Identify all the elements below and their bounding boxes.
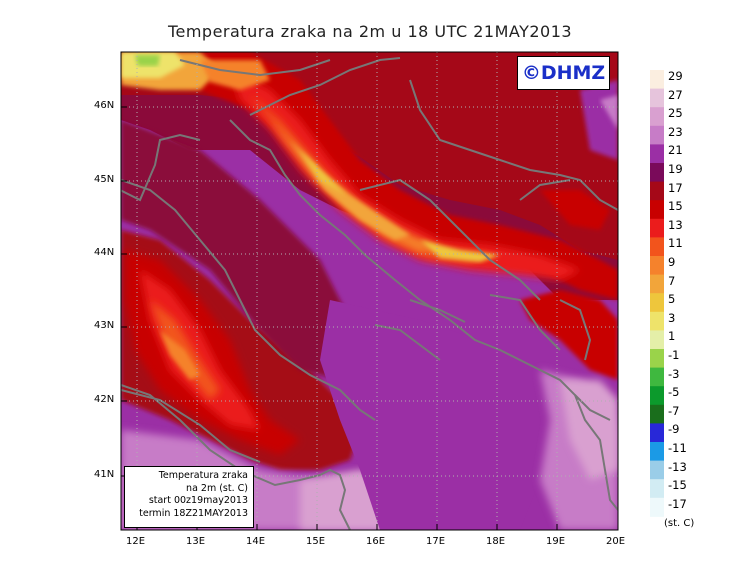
legend-label: 11 xyxy=(668,236,683,251)
legend-swatch xyxy=(650,311,664,331)
legend-swatch xyxy=(650,163,664,183)
legend-label: -15 xyxy=(668,478,687,493)
legend-swatch xyxy=(650,423,664,443)
info-line-3: start 00z19may2013 xyxy=(148,495,248,506)
legend-label: -5 xyxy=(668,385,680,400)
info-line-4: termin 18Z21MAY2013 xyxy=(139,507,248,519)
legend-label: -13 xyxy=(668,459,687,474)
map-title: Temperatura zraka na 2m u 18 UTC 21MAY20… xyxy=(167,22,573,41)
legend-swatch xyxy=(650,107,664,127)
legend-label: -7 xyxy=(668,403,680,418)
legend-swatch xyxy=(650,88,664,108)
legend-swatch xyxy=(650,497,664,517)
legend-label: 25 xyxy=(668,106,683,121)
lat-label-43n: 43N xyxy=(94,320,115,331)
legend-swatch xyxy=(650,200,664,220)
legend-label: 17 xyxy=(668,180,683,195)
lat-label-41n: 41N xyxy=(94,469,115,480)
lat-label-44n: 44N xyxy=(94,247,115,258)
legend-colorbar xyxy=(650,70,664,517)
legend-swatch xyxy=(650,386,664,406)
info-line-2: na 2m (st. C) xyxy=(186,482,248,494)
lat-label-42n: 42N xyxy=(94,394,115,405)
legend-label: 5 xyxy=(668,292,676,307)
lat-lon-grid xyxy=(121,52,618,530)
legend-label: -9 xyxy=(668,422,680,437)
coastlines xyxy=(121,57,618,530)
legend-swatch xyxy=(650,479,664,499)
legend-swatch xyxy=(650,367,664,387)
info-line-1: Temperatura zraka xyxy=(158,470,248,481)
legend-label: -17 xyxy=(668,496,687,511)
temperature-field xyxy=(121,52,618,530)
lon-label-20e: 20E xyxy=(606,536,626,547)
legend-swatch xyxy=(650,237,664,257)
lon-label-19e: 19E xyxy=(546,536,566,547)
lon-label-15e: 15E xyxy=(306,536,326,547)
legend-swatch xyxy=(650,256,664,276)
legend-swatch xyxy=(650,70,664,90)
lat-label-46n: 46N xyxy=(94,100,115,111)
lon-label-12e: 12E xyxy=(126,536,146,547)
dhmz-logo: ©DHMZ xyxy=(517,56,610,90)
legend-label: 3 xyxy=(668,310,676,325)
lon-label-16e: 16E xyxy=(366,536,386,547)
lon-label-18e: 18E xyxy=(486,536,506,547)
lat-label-45n: 45N xyxy=(94,174,115,185)
legend-label: 19 xyxy=(668,162,683,176)
legend-label: 21 xyxy=(668,143,683,158)
map-frame xyxy=(120,51,619,531)
legend-swatch xyxy=(650,404,664,424)
legend-label: 1 xyxy=(668,329,676,344)
legend-label: 15 xyxy=(668,199,683,214)
legend-swatch xyxy=(650,218,664,238)
legend-swatch xyxy=(650,330,664,350)
legend-label: 13 xyxy=(668,217,683,232)
legend-swatch xyxy=(650,460,664,480)
lon-label-14e: 14E xyxy=(246,536,266,547)
legend-unit: (st. C) xyxy=(664,518,695,529)
legend-label: -3 xyxy=(668,366,680,381)
legend-swatch xyxy=(650,274,664,294)
legend-label: 27 xyxy=(668,87,683,102)
lon-label-17e: 17E xyxy=(426,536,446,547)
legend-label: 23 xyxy=(668,124,683,139)
legend-label: 9 xyxy=(668,255,676,269)
legend-swatch xyxy=(650,144,664,164)
legend-swatch xyxy=(650,293,664,313)
info-box: Temperatura zraka na 2m (st. C) start 00… xyxy=(124,466,254,528)
legend-swatch xyxy=(650,349,664,369)
legend-swatch xyxy=(650,442,664,462)
legend-label: -11 xyxy=(668,441,687,455)
legend-label: 29 xyxy=(668,69,683,83)
legend-swatch xyxy=(650,181,664,201)
legend-swatch xyxy=(650,125,664,145)
lon-label-13e: 13E xyxy=(186,536,206,547)
legend-label: -1 xyxy=(668,348,680,362)
legend-label: 7 xyxy=(668,273,676,288)
